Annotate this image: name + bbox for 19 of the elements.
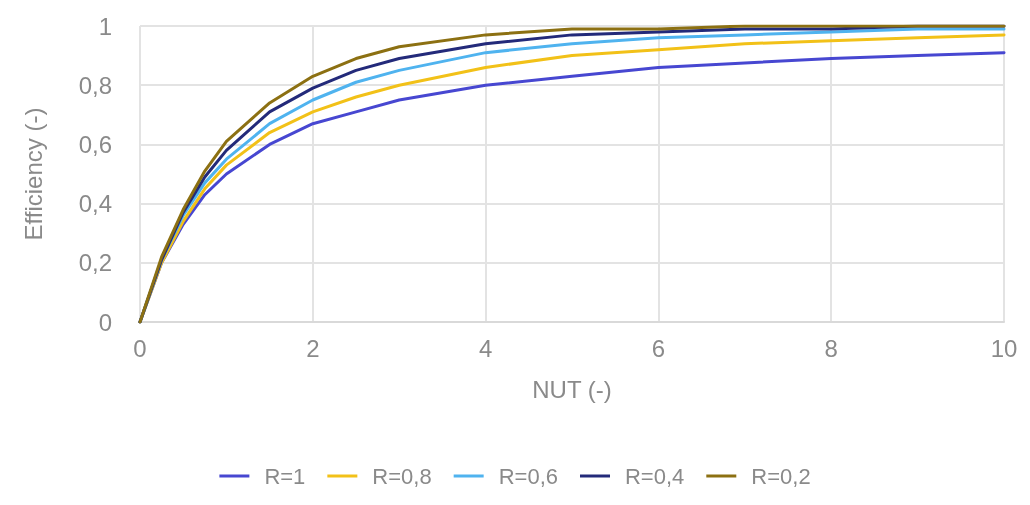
y-axis-title: Efficiency (-) — [19, 107, 47, 241]
y-tick-label: 0,4 — [78, 190, 112, 218]
y-tick-label: 0,6 — [78, 130, 112, 158]
y-tick-label: 0,2 — [78, 249, 112, 277]
x-tick-label: 2 — [306, 334, 320, 362]
x-tick-label: 8 — [824, 334, 838, 362]
y-tick-label: 0,8 — [78, 71, 112, 99]
legend-label: R=0,8 — [372, 463, 432, 489]
y-tick-label: 1 — [98, 12, 112, 40]
legend-label: R=0,4 — [624, 463, 685, 489]
legend-label: R=1 — [264, 463, 306, 489]
y-tick-label: 0 — [98, 308, 112, 336]
x-tick-label: 0 — [133, 334, 147, 362]
x-tick-label: 6 — [651, 334, 666, 362]
x-axis-title: NUT (-) — [532, 375, 612, 403]
legend-label: R=0,2 — [751, 463, 811, 489]
x-tick-label: 10 — [990, 334, 1018, 362]
legend-label: R=0,6 — [498, 463, 558, 489]
x-tick-label: 4 — [478, 334, 493, 362]
